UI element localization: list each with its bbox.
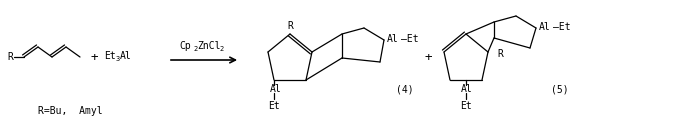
Text: R: R	[497, 49, 503, 59]
Text: Et: Et	[460, 101, 472, 111]
Text: Et: Et	[268, 101, 280, 111]
Text: +: +	[424, 50, 431, 64]
Text: 2: 2	[219, 46, 223, 52]
Text: R: R	[7, 52, 13, 62]
Text: 3: 3	[116, 56, 121, 62]
Text: ZnCl: ZnCl	[197, 41, 220, 51]
Text: Al: Al	[387, 34, 399, 44]
Text: R: R	[287, 21, 293, 31]
Text: Cp: Cp	[179, 41, 191, 51]
Text: Al: Al	[539, 22, 551, 32]
Text: Al: Al	[270, 84, 282, 94]
Text: Al: Al	[461, 84, 473, 94]
Text: —Et: —Et	[401, 34, 419, 44]
Text: 2: 2	[193, 46, 197, 52]
Text: R=Bu,  Amyl: R=Bu, Amyl	[38, 106, 102, 116]
Text: Al: Al	[120, 51, 132, 61]
Text: Et: Et	[104, 51, 116, 61]
Text: (5): (5)	[551, 85, 569, 95]
Text: —Et: —Et	[553, 22, 571, 32]
Text: +: +	[90, 50, 98, 64]
Text: (4): (4)	[396, 85, 414, 95]
